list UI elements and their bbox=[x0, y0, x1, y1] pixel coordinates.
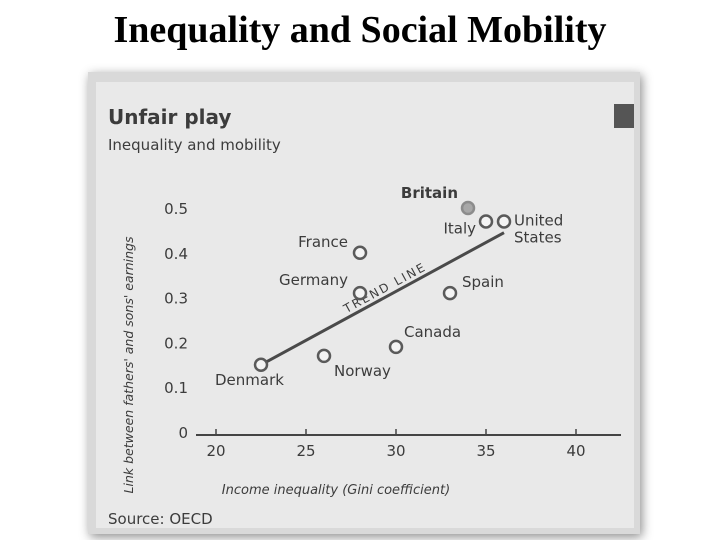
point-united-states bbox=[496, 214, 512, 229]
chart-scan-frame: Unfair play Inequality and mobility Link… bbox=[88, 72, 640, 534]
point-italy bbox=[478, 214, 494, 229]
y-tick-label: 0 bbox=[178, 424, 188, 442]
point-norway bbox=[316, 348, 332, 364]
axes: 0 0.1 0.2 0.3 0.4 0.5 20 25 30 35 40 bbox=[164, 200, 621, 460]
label-italy: Italy bbox=[443, 219, 476, 237]
x-axis-label: Income inequality (Gini coefficient) bbox=[222, 483, 450, 498]
chart-panel: Unfair play Inequality and mobility Link… bbox=[96, 82, 634, 528]
x-tick-label: 40 bbox=[566, 442, 585, 460]
x-tick-label: 35 bbox=[476, 442, 495, 460]
y-tick-label: 0.2 bbox=[164, 334, 188, 352]
point-canada bbox=[388, 339, 404, 355]
point-britain bbox=[460, 200, 476, 216]
trend-line-label: TREND LINE bbox=[340, 260, 428, 317]
label-canada: Canada bbox=[404, 323, 461, 341]
point-france bbox=[352, 245, 368, 261]
point-spain bbox=[442, 285, 458, 301]
label-united-states: United States bbox=[514, 211, 563, 246]
y-tick-label: 0.3 bbox=[164, 290, 188, 308]
trend-line-group: TREND LINE bbox=[260, 231, 505, 367]
corner-tab bbox=[614, 104, 634, 128]
label-spain: Spain bbox=[462, 273, 504, 291]
x-tick-label: 30 bbox=[386, 442, 405, 460]
x-tick-label: 20 bbox=[206, 442, 225, 460]
trend-line bbox=[260, 231, 505, 367]
source-note: Source: OECD bbox=[108, 510, 213, 528]
y-tick-label: 0.5 bbox=[164, 200, 188, 218]
scatter-chart: Unfair play Inequality and mobility Link… bbox=[108, 104, 634, 528]
label-denmark: Denmark bbox=[215, 371, 284, 389]
data-points: Britain Italy United States France Germany Spa… bbox=[215, 184, 563, 389]
label-norway: Norway bbox=[334, 362, 391, 380]
slide-title: Inequality and Social Mobility bbox=[113, 9, 607, 51]
y-tick-label: 0.1 bbox=[164, 379, 188, 397]
x-tick-label: 25 bbox=[296, 442, 315, 460]
label-france: France bbox=[298, 233, 348, 251]
y-axis-label: Link between fathers' and sons' earnings bbox=[121, 236, 136, 493]
point-germany bbox=[352, 285, 368, 301]
chart-title: Unfair play bbox=[108, 105, 231, 129]
label-britain: Britain bbox=[401, 184, 458, 202]
point-denmark bbox=[253, 357, 269, 373]
chart-subtitle: Inequality and mobility bbox=[108, 136, 281, 154]
label-germany: Germany bbox=[279, 271, 348, 289]
y-tick-label: 0.4 bbox=[164, 245, 188, 263]
